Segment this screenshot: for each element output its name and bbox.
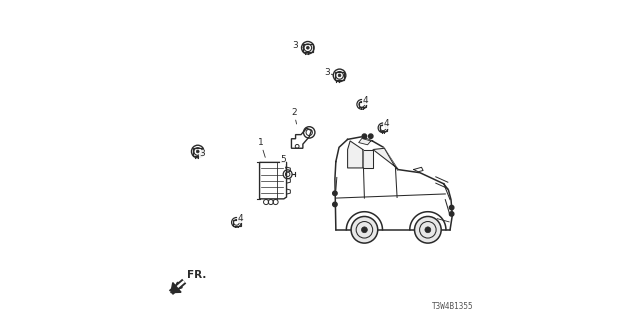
Polygon shape [363, 149, 373, 168]
Text: 5: 5 [280, 155, 286, 169]
Circle shape [333, 191, 337, 196]
Circle shape [338, 74, 341, 77]
Circle shape [333, 202, 337, 207]
Circle shape [415, 216, 441, 243]
Text: 3: 3 [292, 41, 302, 50]
Polygon shape [358, 139, 371, 145]
Text: 1: 1 [258, 138, 265, 157]
Text: 3: 3 [324, 68, 333, 77]
Polygon shape [373, 148, 397, 169]
Text: 4: 4 [238, 214, 243, 223]
Text: 2: 2 [291, 108, 297, 124]
Circle shape [362, 227, 367, 233]
Text: 3: 3 [199, 149, 205, 158]
Circle shape [196, 150, 199, 153]
Polygon shape [348, 141, 363, 168]
Circle shape [449, 205, 454, 210]
Polygon shape [171, 283, 181, 292]
Circle shape [351, 216, 378, 243]
Circle shape [362, 134, 367, 139]
Circle shape [449, 212, 454, 216]
Text: 4: 4 [384, 119, 389, 128]
Circle shape [369, 134, 373, 139]
Text: 4: 4 [362, 96, 368, 105]
Circle shape [307, 46, 309, 49]
Text: FR.: FR. [187, 270, 206, 280]
Text: T3W4B1355: T3W4B1355 [432, 302, 474, 311]
Circle shape [425, 227, 431, 233]
